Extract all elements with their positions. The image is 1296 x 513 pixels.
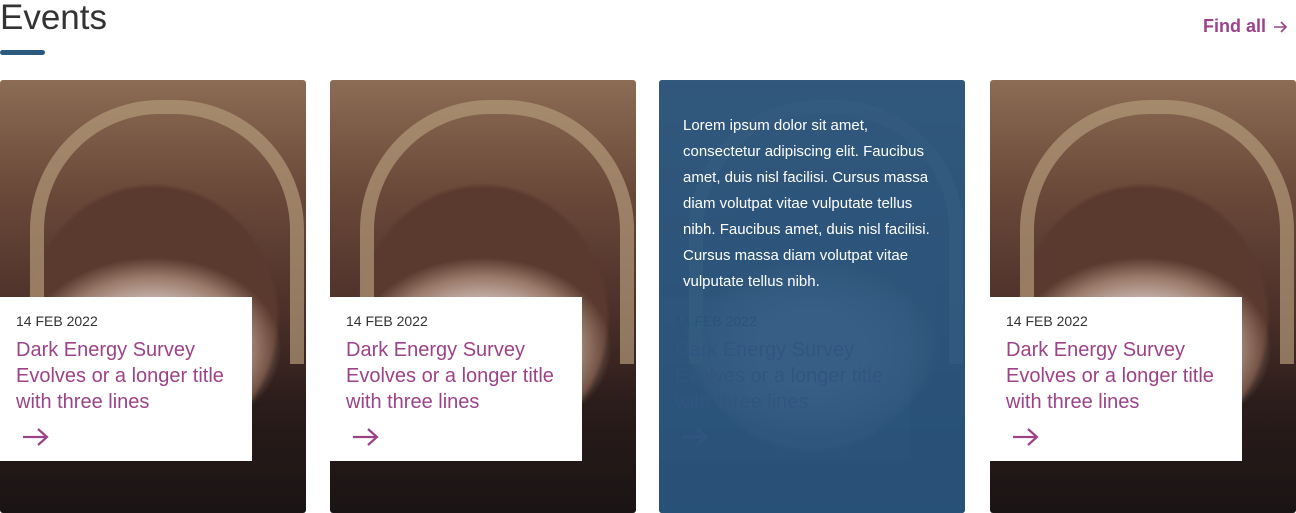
card-info[interactable]: 14 FEB 2022 Dark Energy Survey Evolves or…: [0, 297, 252, 461]
card-info[interactable]: 14 FEB 2022 Dark Energy Survey Evolves or…: [990, 297, 1242, 461]
section-title: Events: [0, 0, 107, 37]
link-arrow: [1274, 20, 1288, 33]
card-overlay: [659, 80, 965, 513]
event-card[interactable]: 14 FEB 2022 Dark Energy Survey Evolves or…: [990, 80, 1296, 513]
event-card[interactable]: 14 FEB 2022 Dark Energy Survey Evolves or…: [330, 80, 636, 513]
card-arrow[interactable]: [1012, 427, 1040, 447]
title-underline: [0, 50, 45, 55]
event-title[interactable]: Dark Energy Survey Evolves or a longer t…: [16, 339, 224, 413]
event-date: 14 FEB 2022: [346, 313, 428, 329]
event-date: 14 FEB 2022: [16, 313, 98, 329]
find-all-link[interactable]: Find all: [1203, 16, 1288, 37]
link-text[interactable]: Find all: [1203, 16, 1266, 36]
event-description: Lorem ipsum dolor sit amet, consectetur …: [683, 117, 930, 290]
event-card[interactable]: 14 FEB 2022 Dark Energy Survey Evolves or…: [0, 80, 306, 513]
event-date: 14 FEB 2022: [1006, 313, 1088, 329]
event-title[interactable]: Dark Energy Survey Evolves or a longer t…: [1006, 339, 1214, 413]
card-arrow[interactable]: [352, 427, 380, 447]
event-title[interactable]: Dark Energy Survey Evolves or a longer t…: [346, 339, 554, 413]
card-arrow[interactable]: [22, 427, 50, 447]
card-info[interactable]: 14 FEB 2022 Dark Energy Survey Evolves or…: [330, 297, 582, 461]
